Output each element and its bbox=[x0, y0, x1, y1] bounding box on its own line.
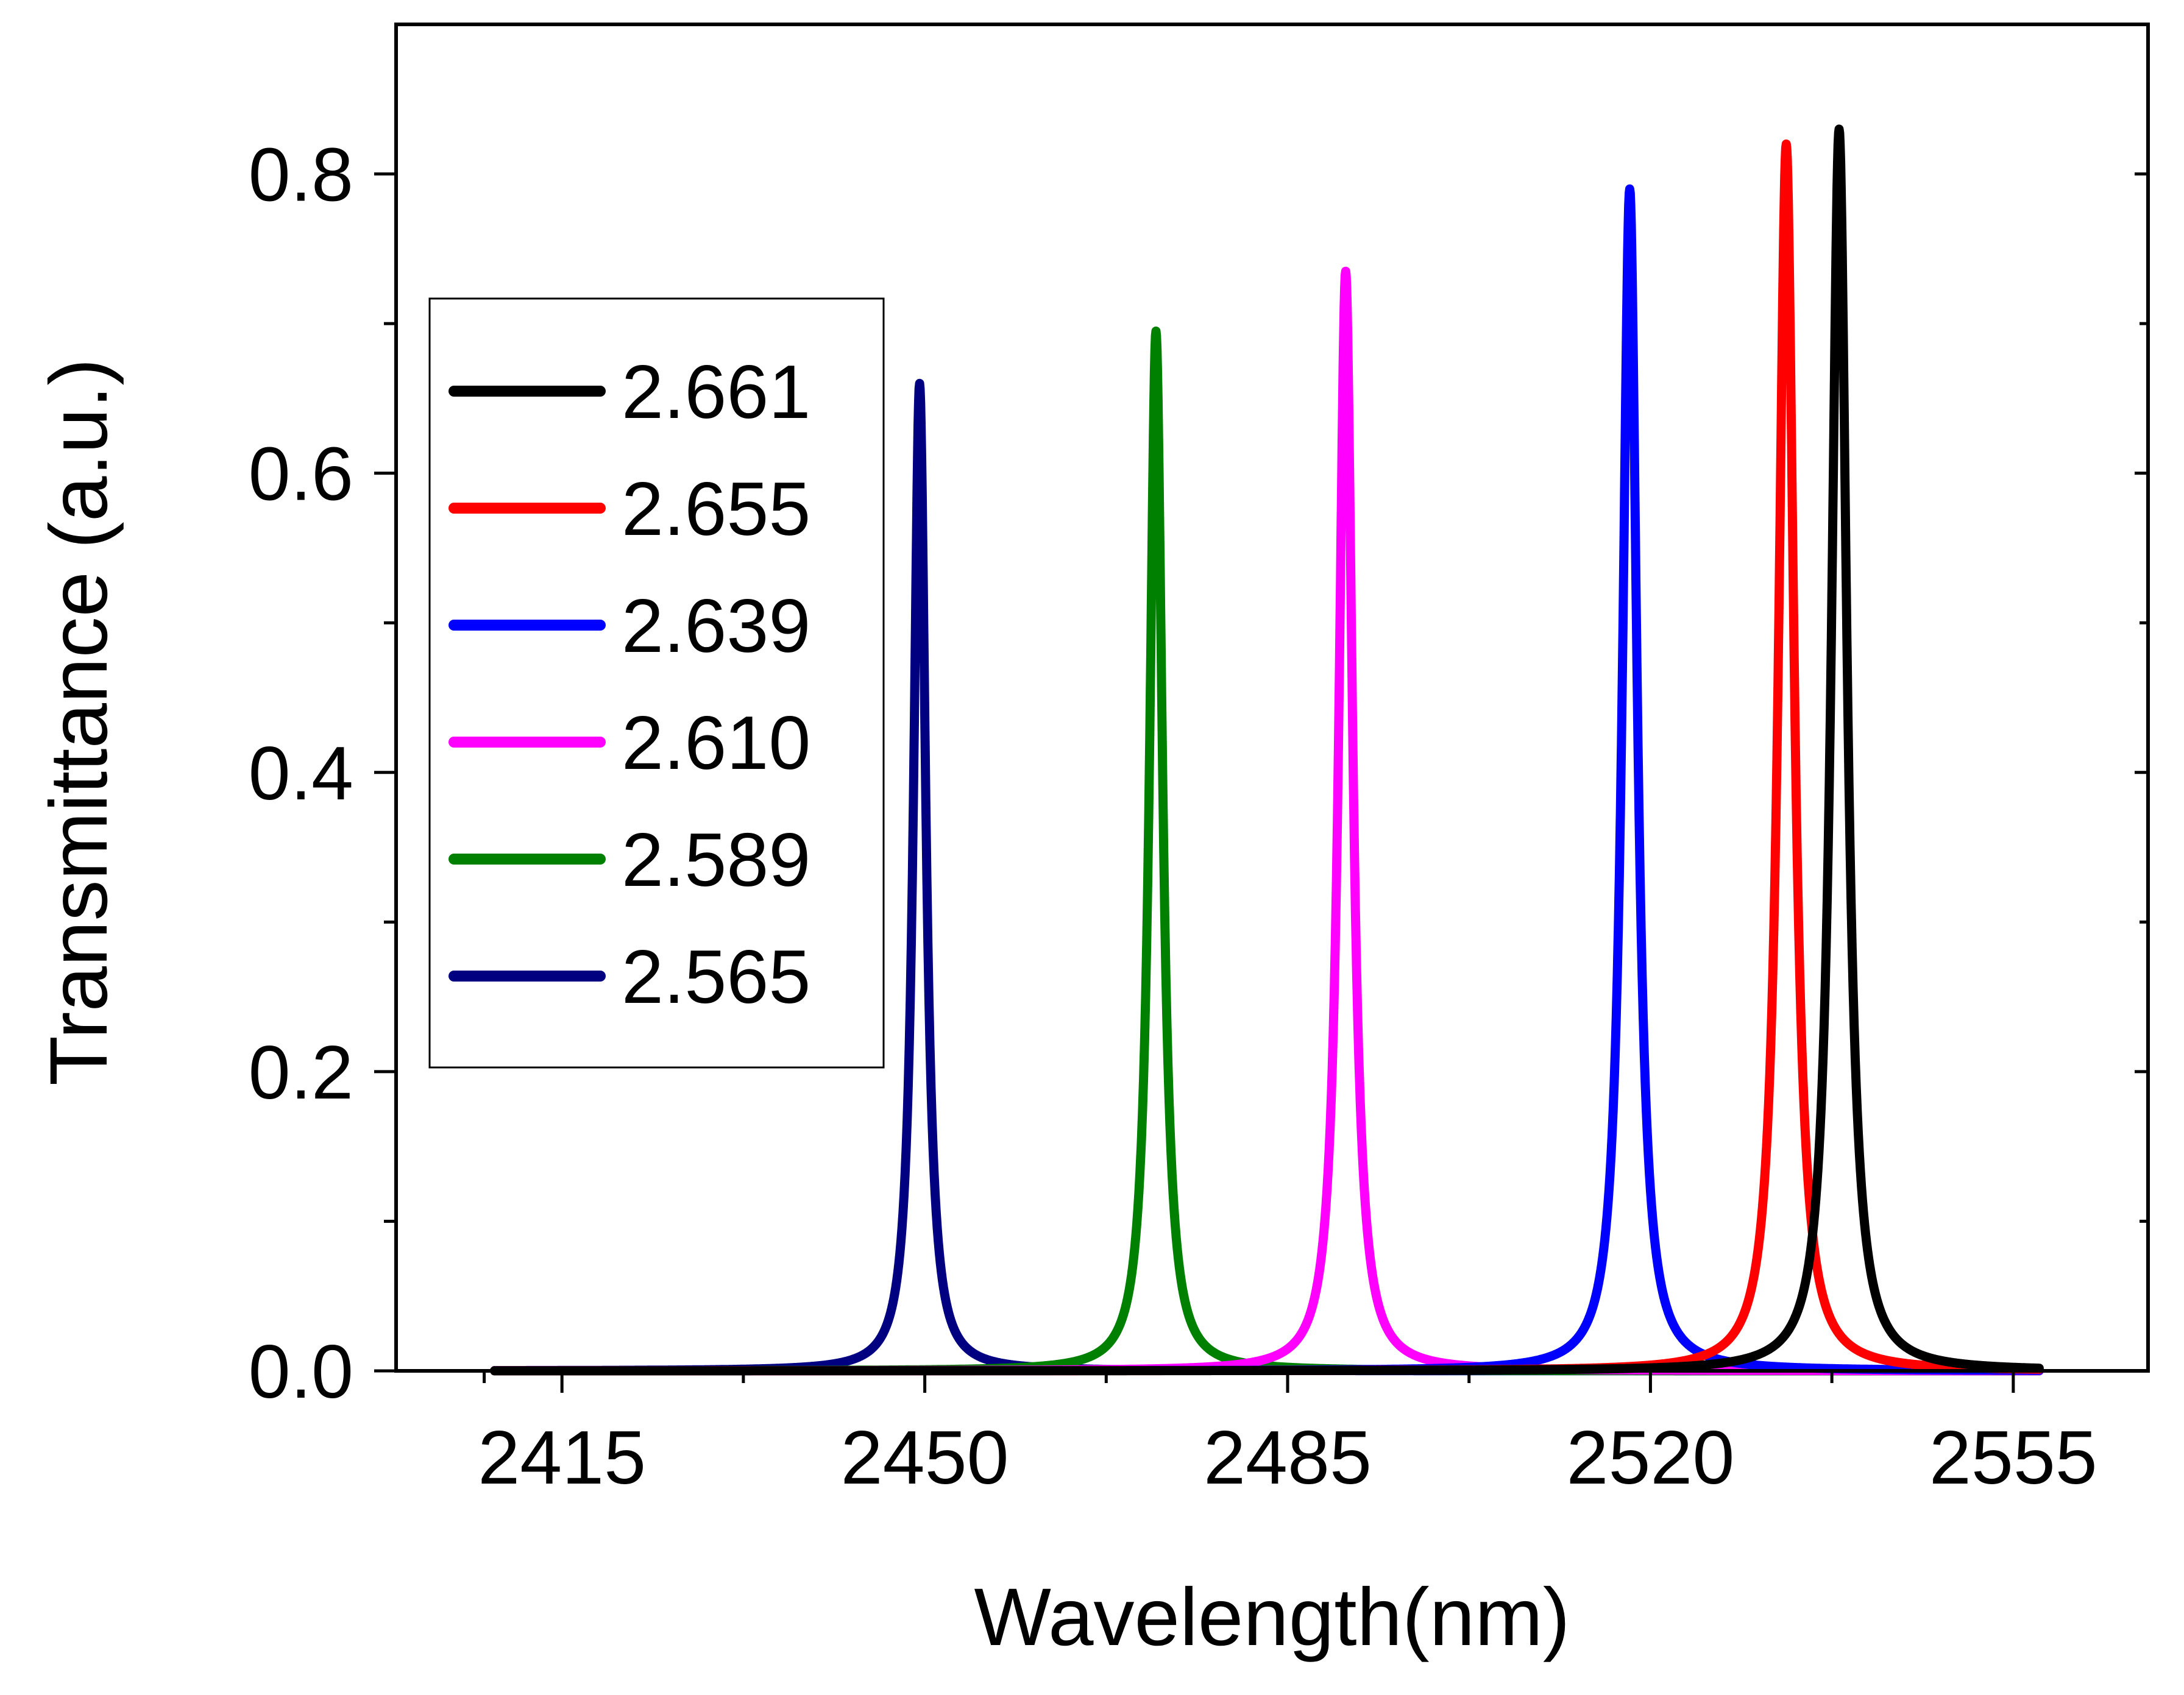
x-tick-label: 2520 bbox=[1567, 1416, 1735, 1500]
legend-label: 2.565 bbox=[622, 935, 810, 1019]
legend-label: 2.639 bbox=[622, 584, 810, 668]
legend-label: 2.589 bbox=[622, 818, 810, 902]
legend-label: 2.610 bbox=[622, 701, 810, 785]
legend-box bbox=[428, 297, 885, 1069]
legend: 2.661 2.655 2.639 2.610 2.589 2.565 bbox=[428, 297, 885, 1069]
plot-frame bbox=[394, 23, 2150, 1373]
x-tick-label: 2555 bbox=[1929, 1416, 2097, 1500]
x-tick-label: 2450 bbox=[841, 1416, 1009, 1500]
tick-labels-layer: 2415 2450 2485 2520 2555 0.0 0.2 0.4 0.6 0.8 bbox=[249, 133, 2097, 1500]
y-tick-label: 0.2 bbox=[249, 1031, 353, 1115]
ticks-layer bbox=[374, 172, 2148, 1393]
y-axis-title: Transmittance (a.u.) bbox=[34, 358, 124, 1086]
y-tick-label: 0.6 bbox=[249, 433, 353, 517]
y-tick-label: 0.8 bbox=[249, 133, 353, 218]
x-tick-label: 2415 bbox=[478, 1416, 646, 1500]
y-tick-label: 0.4 bbox=[249, 732, 353, 816]
legend-items: 2.661 2.655 2.639 2.610 2.589 2.565 bbox=[448, 350, 810, 1019]
x-tick-label: 2485 bbox=[1204, 1416, 1372, 1500]
legend-label: 2.655 bbox=[622, 467, 810, 551]
legend-label: 2.661 bbox=[622, 350, 810, 434]
y-tick-label: 0.0 bbox=[249, 1330, 353, 1414]
x-axis-title: Wavelength(nm) bbox=[974, 1572, 1570, 1663]
